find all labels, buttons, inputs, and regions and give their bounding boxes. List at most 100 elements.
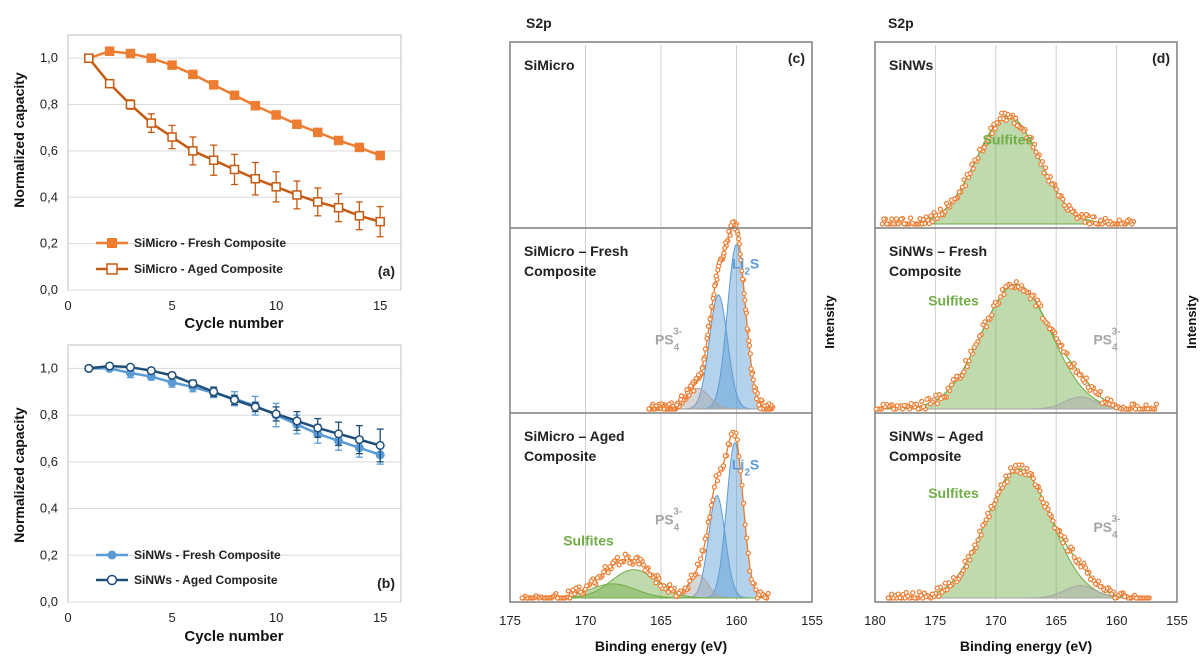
panel-a-series [84, 46, 385, 238]
data-point [934, 585, 940, 591]
data-point [753, 396, 760, 402]
data-point [570, 587, 576, 593]
data-point [333, 135, 344, 146]
data-point [271, 110, 281, 120]
data-point [666, 401, 672, 407]
annotation-text: Sulfites [983, 131, 1034, 147]
data-point [688, 383, 694, 389]
data-point [1090, 214, 1096, 220]
data-point [972, 157, 978, 163]
data-point [936, 593, 942, 600]
peak-annotation: PS4 3- [655, 327, 682, 354]
data-point [167, 370, 177, 380]
data-point [964, 364, 970, 370]
data-point [1084, 570, 1090, 576]
data-point [1143, 402, 1149, 408]
data-point [614, 554, 621, 561]
data-point [250, 402, 260, 412]
data-point [699, 547, 705, 554]
data-point [313, 127, 323, 138]
data-point [1047, 326, 1053, 332]
data-point [942, 580, 948, 586]
data-point [990, 303, 997, 309]
data-point [1065, 548, 1071, 554]
data-point [711, 484, 717, 490]
panel-b-x-ticks: 0 5 10 15 [64, 610, 387, 625]
data-point [188, 379, 198, 389]
data-point [977, 528, 983, 534]
subpanel-title-line: SiNWs [889, 57, 934, 73]
data-point [928, 213, 934, 219]
data-point [697, 556, 704, 562]
data-point [934, 400, 941, 407]
data-point [646, 406, 652, 412]
x-tick-label: 170 [985, 613, 1007, 628]
subpanel-peaks [873, 279, 1160, 412]
data-point [1030, 144, 1036, 150]
data-point [188, 146, 198, 156]
data-point [1060, 540, 1066, 546]
x-tick-label: 180 [864, 613, 886, 628]
data-point [1046, 178, 1052, 184]
data-point [751, 384, 757, 390]
data-point [1033, 149, 1039, 155]
data-point [708, 502, 714, 508]
data-point [750, 377, 756, 383]
data-point [744, 535, 750, 541]
data-point [1061, 202, 1068, 208]
data-point [907, 215, 914, 221]
panel-c-x-axis-label: Binding energy (eV) [595, 638, 727, 654]
data-point [748, 576, 754, 583]
x-tick-label: 155 [801, 613, 823, 628]
subpanel-title-line: SiMicro – Aged [524, 428, 625, 444]
data-point [1053, 186, 1060, 192]
data-point [873, 406, 879, 412]
data-point [722, 245, 728, 251]
data-point [1076, 372, 1082, 378]
data-point [924, 396, 930, 402]
data-point [736, 236, 742, 242]
data-point [999, 286, 1005, 293]
data-point [146, 53, 156, 63]
panel-b-y-ticks: 0,0 0,2 0,4 0,6 0,8 1,0 [40, 360, 58, 609]
data-point [939, 589, 945, 595]
data-point [962, 357, 969, 364]
annotation-text: PS [655, 512, 674, 528]
data-point [881, 216, 887, 222]
legend-fresh-label: SiMicro - Fresh Composite [134, 236, 286, 250]
data-point [989, 130, 995, 137]
data-point [1080, 377, 1086, 383]
data-point [1054, 335, 1060, 342]
data-point [616, 562, 622, 568]
panel-b-cycling-sinws: 0,0 0,2 0,4 0,6 0,8 1,0 0 5 10 15 Cycle number N… [11, 344, 402, 645]
data-point [229, 164, 240, 175]
data-point [1045, 506, 1051, 512]
data-point [726, 228, 732, 234]
peak-annotation: PS4 3- [1093, 514, 1120, 541]
data-point [739, 276, 746, 282]
y-tick-label: 0,8 [40, 407, 58, 422]
data-point [710, 295, 716, 301]
panel-b-x-axis-label: Cycle number [184, 628, 283, 645]
data-point [765, 590, 771, 597]
data-point [722, 453, 728, 459]
data-point [1049, 181, 1055, 187]
data-point [271, 182, 281, 192]
data-point [715, 267, 721, 273]
data-point [747, 351, 753, 357]
y-tick-label: 1,0 [40, 50, 58, 65]
data-point [916, 589, 922, 595]
series-2 [84, 361, 385, 463]
data-point [684, 387, 690, 393]
data-point [963, 563, 970, 570]
data-point [146, 366, 156, 376]
data-point [950, 377, 956, 383]
data-point [725, 441, 731, 447]
data-point [985, 510, 991, 516]
annotation-subscript: 2 [744, 266, 750, 277]
data-point [743, 307, 749, 313]
data-point [956, 189, 962, 195]
subpanel-peaks [519, 429, 771, 601]
